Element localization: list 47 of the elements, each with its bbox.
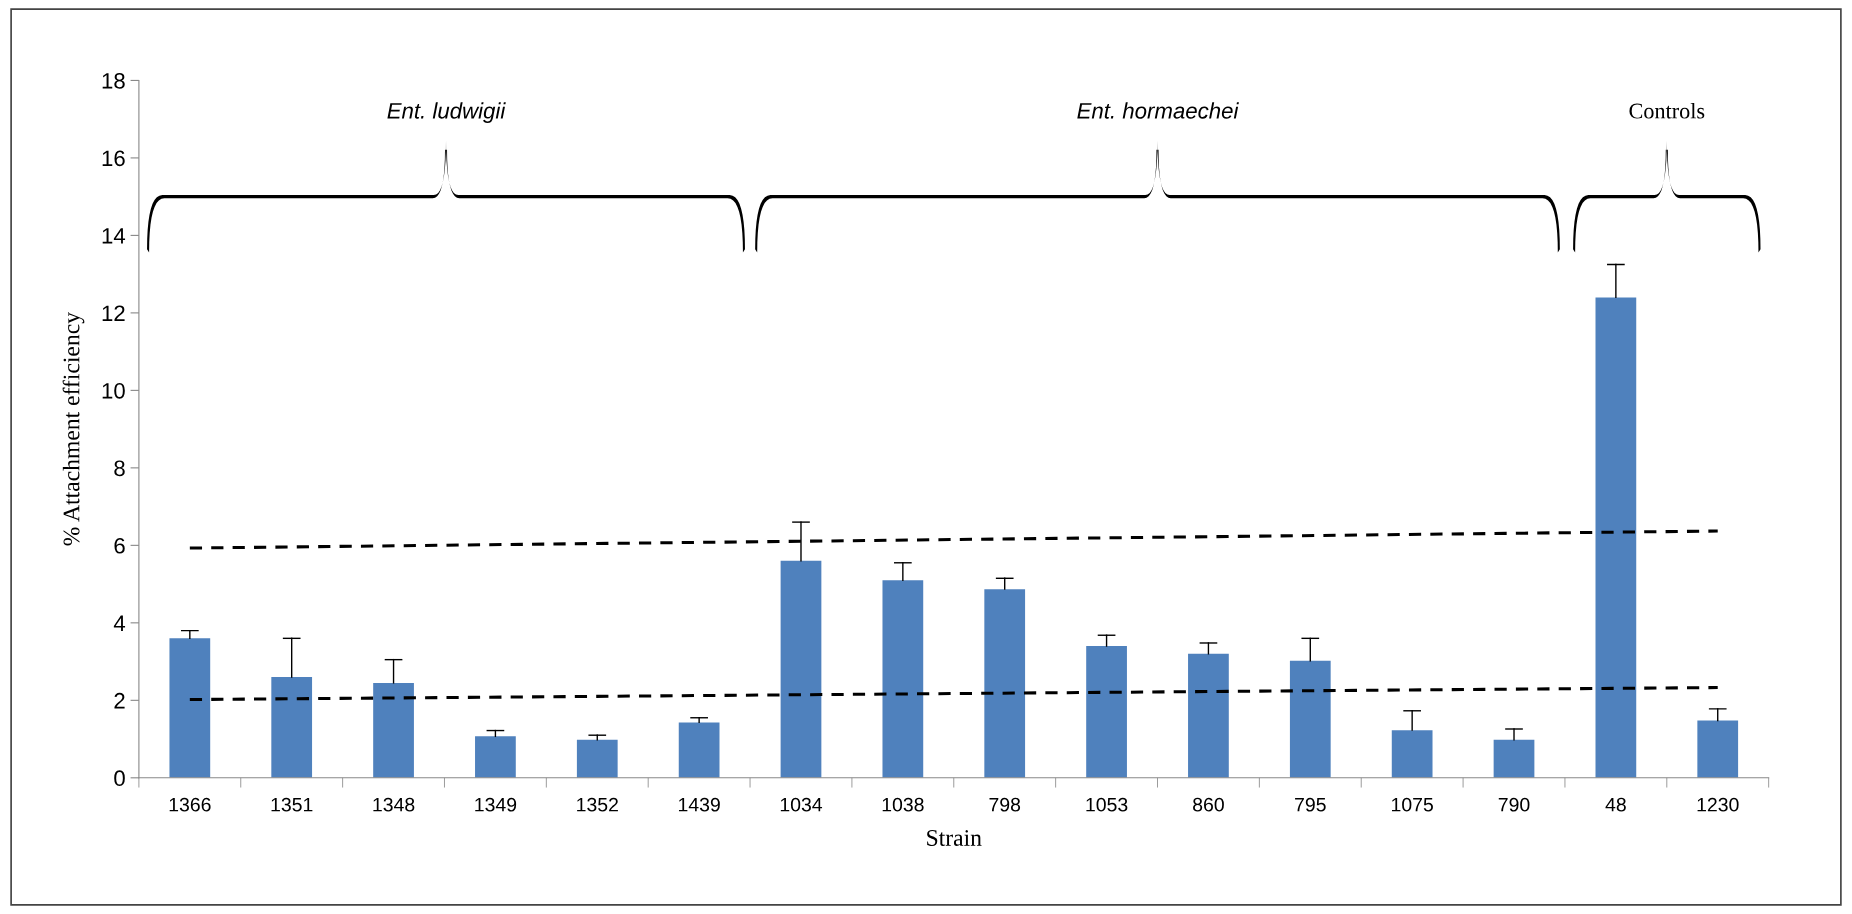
- x-tick-label: 1053: [1086, 797, 1128, 812]
- bar: [678, 722, 720, 778]
- annotation: Ent. hormaechei: [1077, 102, 1239, 119]
- x-axis-title: Strain: [927, 830, 982, 846]
- bar: [271, 677, 313, 778]
- bar: [1289, 660, 1331, 778]
- bar: [169, 638, 211, 778]
- x-tick-label: 1439: [678, 797, 720, 812]
- bar: [1391, 730, 1433, 778]
- y-tick-label: 8: [114, 460, 125, 477]
- bar: [475, 736, 516, 778]
- x-tick-label: 48: [1605, 797, 1626, 812]
- y-tick-label: 14: [102, 228, 126, 244]
- x-tick-label: 798: [989, 797, 1021, 812]
- x-tick-label: 790: [1498, 797, 1530, 812]
- bar: [1697, 720, 1739, 778]
- bar: [576, 739, 618, 778]
- x-tick-label: 1349: [475, 797, 517, 812]
- bar: [1493, 739, 1535, 778]
- annotation: Controls: [1629, 102, 1705, 119]
- bar: [1086, 646, 1127, 778]
- y-tick-label: 10: [102, 382, 125, 399]
- x-tick-label: 1230: [1697, 797, 1739, 812]
- y-tick-label: 12: [102, 305, 125, 321]
- y-tick-label: 0: [114, 770, 125, 787]
- bar: [373, 682, 414, 778]
- x-tick-label: 795: [1295, 797, 1326, 812]
- annotation: Ent. ludwigii: [387, 102, 506, 124]
- y-tick-label: 2: [114, 692, 125, 709]
- y-tick-label: 6: [114, 537, 125, 554]
- bar: [984, 589, 1026, 778]
- bar: [780, 560, 822, 778]
- bar: [1595, 297, 1637, 778]
- x-tick-label: 1366: [169, 797, 211, 812]
- bar: [882, 580, 924, 778]
- x-tick-label: 1348: [373, 797, 415, 812]
- x-tick-label: 1351: [271, 797, 313, 812]
- x-tick-label: 1075: [1392, 797, 1433, 812]
- bar: [1188, 653, 1229, 778]
- x-tick-label: 1352: [577, 797, 618, 812]
- y-tick-label: 4: [113, 615, 126, 631]
- y-tick-label: 18: [102, 72, 125, 89]
- y-tick-label: 16: [102, 150, 125, 167]
- x-tick-label: 1038: [882, 797, 924, 812]
- y-axis-title: % Attachment efficiency: [62, 312, 85, 546]
- x-tick-label: 1034: [780, 797, 823, 812]
- x-tick-label: 860: [1193, 797, 1224, 812]
